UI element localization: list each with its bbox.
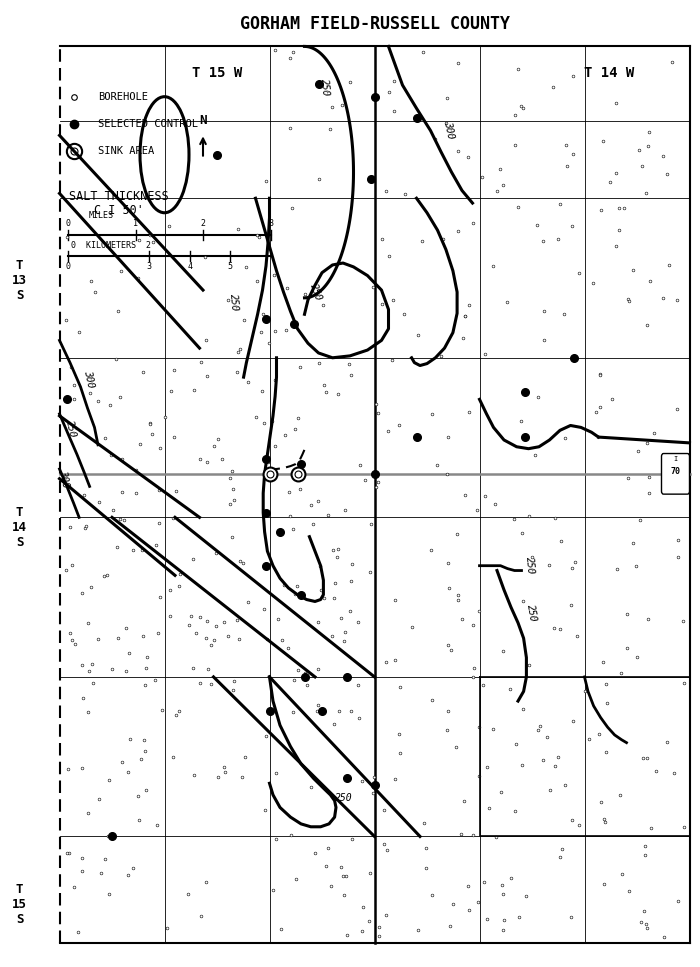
Text: 250: 250 <box>64 420 78 439</box>
Text: T
15
S: T 15 S <box>12 883 27 925</box>
Text: 0: 0 <box>65 262 71 271</box>
Text: 3: 3 <box>268 220 274 228</box>
Text: T 14 W: T 14 W <box>584 66 634 79</box>
Text: 0  KILOMETERS  2: 0 KILOMETERS 2 <box>71 241 151 249</box>
Text: 300: 300 <box>83 369 96 389</box>
Text: 3: 3 <box>146 262 152 271</box>
Text: 2: 2 <box>201 220 206 228</box>
Text: 70: 70 <box>671 467 680 477</box>
Text: GORHAM FIELD-RUSSELL COUNTY: GORHAM FIELD-RUSSELL COUNTY <box>239 15 510 33</box>
Text: SELECTED CONTROL: SELECTED CONTROL <box>98 119 198 129</box>
Text: C I 50': C I 50' <box>94 204 144 218</box>
Text: N: N <box>199 114 206 127</box>
Text: SINK AREA: SINK AREA <box>98 146 154 156</box>
Text: 0: 0 <box>65 220 71 228</box>
Text: MILES: MILES <box>89 211 114 220</box>
Text: T 15 W: T 15 W <box>192 66 242 79</box>
Text: 1: 1 <box>133 220 138 228</box>
FancyBboxPatch shape <box>662 454 690 494</box>
Text: 300: 300 <box>57 469 71 488</box>
Text: BOREHOLE: BOREHOLE <box>98 92 148 102</box>
Text: 4: 4 <box>187 262 192 271</box>
Text: 300: 300 <box>442 120 456 139</box>
Text: 250: 250 <box>318 78 330 97</box>
Text: 250: 250 <box>228 293 239 311</box>
Text: 5: 5 <box>228 262 233 271</box>
Text: 250: 250 <box>525 603 538 623</box>
Text: T
14
S: T 14 S <box>12 506 27 548</box>
Text: 250: 250 <box>308 281 323 302</box>
Text: SALT THICKNESS: SALT THICKNESS <box>69 190 169 203</box>
Text: I: I <box>673 456 678 462</box>
Text: 250: 250 <box>335 793 352 803</box>
Text: T
13
S: T 13 S <box>12 259 27 302</box>
Text: 250: 250 <box>524 556 535 574</box>
